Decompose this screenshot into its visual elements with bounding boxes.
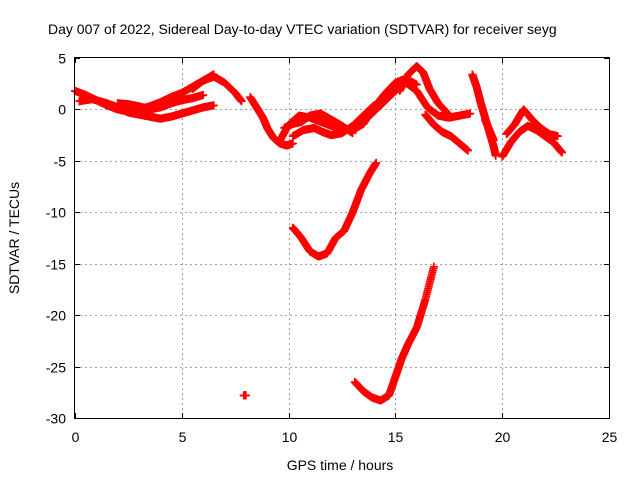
chart-title: Day 007 of 2022, Sidereal Day-to-day VTE…: [48, 21, 557, 37]
data-point: [464, 146, 473, 155]
series-arc-18: [239, 391, 250, 400]
y-tick-label: -5: [54, 154, 67, 170]
data-point: [199, 91, 208, 100]
series-arc-16: [288, 158, 381, 261]
x-tick-label: 25: [602, 429, 618, 445]
series-arc-11: [421, 110, 473, 155]
y-axis-title: SDTVAR / TECUs: [6, 182, 22, 294]
data-point: [429, 262, 438, 271]
data-point: [237, 97, 246, 106]
tick-marks: [75, 58, 610, 419]
series-arc-13: [481, 115, 498, 145]
y-tick-label: -15: [46, 257, 66, 273]
data-point: [348, 129, 357, 138]
x-tick-label: 0: [72, 429, 80, 445]
data-point: [372, 158, 381, 167]
data-point: [241, 391, 250, 400]
series-arc-3: [113, 91, 208, 114]
data-point: [209, 101, 218, 110]
series-arc-17: [350, 262, 438, 405]
data-point: [288, 139, 297, 148]
x-tick-label: 5: [179, 429, 187, 445]
y-tick-label: -20: [46, 308, 66, 324]
x-tick-labels: 0 5 10 15 20 25: [72, 429, 618, 445]
y-tick-labels: 5 0 -5 -10 -15 -20 -25 -30: [46, 51, 66, 427]
x-tick-label: 10: [282, 429, 298, 445]
data-point: [466, 109, 475, 118]
data-series: [71, 62, 567, 405]
x-axis-title: GPS time / hours: [287, 457, 394, 473]
y-tick-label: 5: [58, 51, 66, 67]
series-arc-15: [502, 105, 562, 141]
data-point: [444, 110, 453, 119]
x-tick-label: 15: [388, 429, 404, 445]
series-arc-4: [188, 72, 246, 106]
series-arc-10: [395, 62, 453, 119]
data-point: [489, 136, 498, 145]
y-tick-label: -30: [46, 411, 66, 427]
y-tick-label: -25: [46, 360, 66, 376]
data-point: [553, 132, 562, 141]
series-arc-14: [498, 121, 567, 161]
y-tick-label: 0: [58, 102, 66, 118]
x-tick-label: 20: [495, 429, 511, 445]
plot-frame: [74, 57, 610, 419]
data-point: [558, 148, 567, 157]
y-tick-label: -10: [46, 205, 66, 221]
data-point: [491, 151, 500, 160]
series-arc-2: [75, 95, 218, 123]
